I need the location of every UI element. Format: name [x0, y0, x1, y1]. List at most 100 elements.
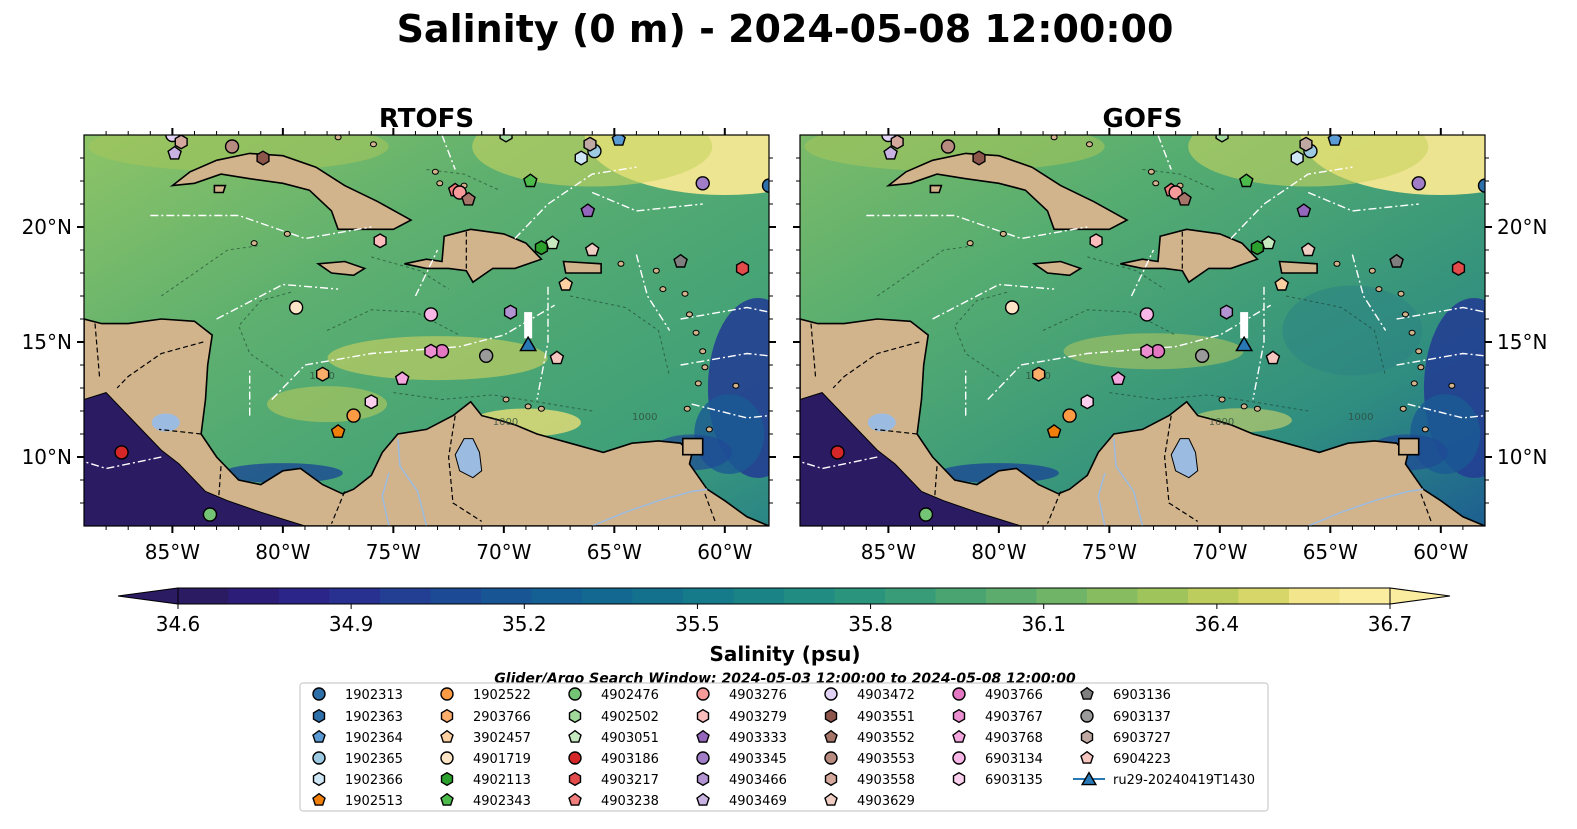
pacific-ocean: [84, 392, 306, 526]
legend-label: 1902313: [345, 688, 403, 703]
pacific-ocean: [800, 392, 1022, 526]
legend-label: 4903767: [985, 710, 1043, 725]
island: [701, 364, 709, 371]
float-marker-4903186: [114, 445, 129, 460]
legend-marker: [568, 771, 582, 787]
legend-label: 4903558: [857, 773, 915, 788]
lon-tick-label: 70°W: [476, 540, 531, 564]
colorbar-tick-label: 34.9: [329, 612, 374, 636]
colorbar-tick-label: 36.4: [1195, 612, 1240, 636]
island: [1417, 364, 1425, 371]
contour-label: 1000: [1348, 412, 1373, 423]
float-marker-4903217: [735, 260, 750, 277]
country-border: [1046, 491, 1062, 524]
lon-tick-label: 85°W: [861, 540, 916, 564]
country-border: [218, 466, 222, 497]
eez-boundary: [680, 352, 769, 366]
float-marker-6903727: [583, 136, 597, 152]
float-marker-1902513: [330, 424, 346, 438]
float-marker-4903333: [580, 203, 596, 218]
float-marker-6903136: [1389, 253, 1404, 268]
legend-item-4903186: 4903186: [568, 751, 659, 767]
country-border: [832, 341, 920, 389]
island: [652, 267, 660, 274]
legend-item-ru29-20240419T1430: ru29-20240419T1430: [1073, 771, 1255, 788]
legend-label: 4903217: [601, 773, 659, 788]
float-marker-1902513: [1046, 424, 1062, 438]
island: [1408, 329, 1416, 336]
colorbar-segment: [380, 588, 431, 604]
float-marker-4903345: [695, 176, 710, 191]
eez-boundary: [1252, 286, 1265, 400]
map-content: 100010001000: [800, 135, 1485, 526]
float-marker-4903186: [830, 445, 845, 460]
legend-label: 6903135: [985, 773, 1043, 788]
legend-item-6903136: 6903136: [1080, 686, 1171, 703]
float-marker-4902502: [499, 135, 513, 143]
contour-label: 1000: [493, 417, 518, 428]
float-marker-4902343: [523, 173, 538, 188]
colorbar-tick-label: 35.8: [848, 612, 893, 636]
float-marker-4902476: [918, 507, 934, 522]
colorbar-segment: [885, 588, 936, 604]
legend-marker: [1080, 729, 1094, 745]
float-marker-4903469: [883, 145, 898, 160]
island: [1375, 286, 1383, 293]
float-marker-4903767: [1140, 343, 1154, 359]
legend-marker: [952, 729, 966, 743]
legend-marker: [824, 729, 838, 743]
float-marker-4903558: [890, 135, 904, 150]
high-salinity-region: [88, 135, 389, 172]
legend-marker: [824, 792, 838, 806]
bathymetry-contour: [371, 256, 449, 290]
colorbar-tick-label: 35.5: [675, 612, 720, 636]
island: [1410, 380, 1418, 387]
island: [1240, 403, 1248, 410]
island: [1401, 311, 1409, 318]
map-panel-rtofs: 100010001000RTOFS85°W80°W75°W70°W65°W60°…: [22, 104, 776, 564]
legend-label: 4903469: [729, 794, 787, 809]
glider-track: [524, 312, 533, 339]
legend-label: 4903279: [729, 710, 787, 725]
legend-marker: [696, 687, 710, 701]
island: [1152, 180, 1160, 187]
colorbar-segment: [784, 588, 835, 604]
legend-label: 4901719: [473, 752, 531, 767]
land-mass: [1120, 228, 1259, 284]
contour-label: 1000: [632, 412, 657, 423]
legend-marker: [440, 729, 454, 743]
island: [524, 403, 532, 410]
float-marker-4903279: [373, 233, 387, 249]
island: [1085, 141, 1093, 148]
legend-item-1902363: 1902363: [312, 708, 403, 725]
lon-tick-label: 60°W: [1413, 540, 1468, 564]
country-border: [159, 428, 202, 435]
colorbar-segment: [178, 588, 229, 604]
legend-marker: [952, 771, 966, 787]
land-mass: [1398, 437, 1420, 456]
float-marker-4903553: [224, 139, 240, 154]
colorbar-tick-label: 36.7: [1368, 612, 1413, 636]
legend-item-4902502: 4902502: [568, 708, 659, 725]
legend-item-4903276: 4903276: [696, 687, 787, 703]
legend-label: 1902366: [345, 773, 403, 788]
map-frame: [83, 134, 770, 527]
float-marker-6903137: [478, 348, 494, 363]
float-marker-4903276: [1168, 185, 1183, 200]
legend-item-4902343: 4902343: [440, 792, 531, 809]
country-border: [1163, 415, 1199, 522]
bathymetry-contour: [954, 290, 1011, 377]
map-content: 100010001000: [84, 135, 769, 526]
float-marker-2903766: [1031, 366, 1046, 382]
legend-marker: [440, 708, 454, 724]
legend-label: 1902364: [345, 731, 403, 746]
land-mass: [1031, 260, 1083, 277]
legend-item-1902365: 1902365: [312, 751, 403, 767]
colorbar-segment: [279, 588, 330, 604]
eez-boundary: [1396, 306, 1485, 320]
float-marker-6903135: [364, 394, 378, 410]
legend-item-6903134: 6903134: [952, 751, 1043, 767]
float-marker-4901719: [1004, 300, 1020, 315]
float-marker-4903767: [424, 343, 438, 359]
legend-marker: [1080, 709, 1094, 723]
